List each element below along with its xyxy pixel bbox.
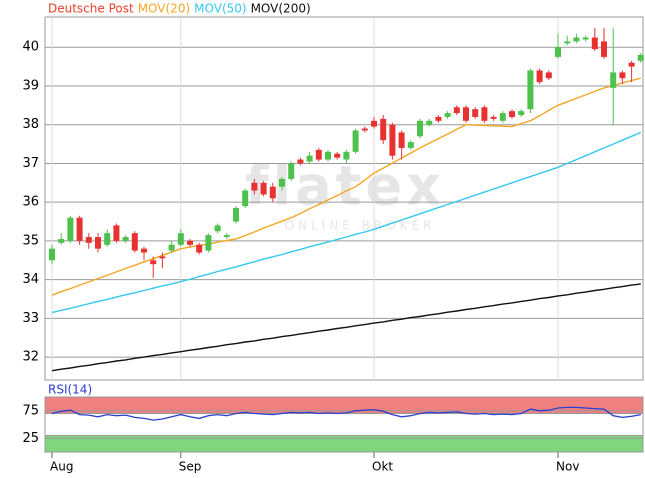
y-tick-label: 36 (22, 195, 39, 210)
candle-body (242, 190, 249, 207)
candle-body (150, 260, 157, 265)
candle-body (417, 120, 423, 137)
candle-body (325, 151, 331, 160)
candle-body (610, 72, 617, 88)
candle-body (269, 186, 276, 199)
rsi-band (44, 435, 644, 453)
rsi-label: RSI(14) (48, 383, 92, 397)
candle-body (306, 155, 313, 162)
candle-body (545, 72, 552, 79)
candle-body (371, 120, 377, 127)
candle-body (343, 151, 350, 160)
candle-body (297, 159, 304, 164)
candle-body (260, 182, 267, 195)
candle-body (214, 225, 221, 232)
y-tick-label: 39 (22, 78, 39, 93)
y-tick-label: 25 (22, 431, 39, 446)
candle-body (76, 217, 83, 241)
candle-body (407, 142, 414, 148)
candle-body (122, 237, 129, 241)
candle-body (223, 235, 230, 238)
plot-area (44, 16, 644, 381)
candle-body (490, 116, 497, 119)
candle-body (499, 113, 506, 121)
candle-body (95, 237, 101, 249)
x-tick-label: Aug (50, 460, 73, 474)
candle-body (444, 113, 451, 117)
y-tick-label: 33 (22, 311, 39, 326)
candle-body (435, 116, 442, 121)
candle-body (555, 47, 561, 57)
candle-body (637, 54, 644, 61)
candle-body (251, 182, 258, 191)
candle-body (591, 37, 598, 50)
y-tick-label: 32 (22, 350, 39, 365)
legend-entry: Deutsche Post (48, 2, 134, 16)
candle-body (527, 70, 534, 110)
candle-body (518, 111, 525, 116)
candle-body (205, 235, 212, 251)
y-tick-label: 40 (22, 40, 39, 55)
candle-body (334, 153, 341, 158)
candle-body (141, 248, 147, 253)
candle-body (49, 248, 55, 261)
x-tick-label: Sep (179, 460, 202, 474)
candle-body (288, 163, 295, 179)
candle-body (196, 244, 203, 253)
candle-body (509, 111, 515, 117)
candle-body (315, 149, 322, 160)
candle-body (389, 124, 396, 156)
candle-body (168, 244, 175, 251)
y-tick-label: 37 (22, 156, 39, 171)
candle-body (113, 225, 120, 241)
candle-body (233, 207, 239, 222)
candle-body (85, 237, 92, 243)
candle-body (481, 107, 488, 121)
candle-body (536, 70, 543, 83)
candle-body (380, 118, 387, 141)
watermark-brand: flatex (245, 155, 445, 218)
legend-entry: MOV(50) (194, 2, 246, 16)
watermark-tagline: ONLINE BROKER (285, 219, 436, 233)
candle-body (398, 132, 405, 148)
candle-body (453, 107, 460, 114)
candle-body (564, 41, 571, 44)
y-tick-label: 75 (22, 403, 39, 418)
ma-line (51, 283, 641, 372)
y-tick-label: 35 (22, 233, 39, 248)
y-tick-label: 38 (22, 117, 39, 132)
y-tick-label: 34 (22, 272, 39, 287)
x-tick-label: Nov (556, 460, 579, 474)
candle-body (463, 107, 469, 121)
x-tick-label: Okt (372, 460, 393, 474)
candle-body (601, 41, 607, 57)
legend-entry: MOV(20) (138, 2, 190, 16)
candle-body (177, 233, 184, 245)
candle-body (131, 233, 138, 251)
candle-body (159, 256, 166, 259)
candle-body (361, 128, 368, 131)
candle-body (187, 240, 193, 245)
rsi-line (51, 406, 641, 421)
candle-body (352, 130, 359, 152)
ma-line (51, 131, 642, 314)
candle-body (582, 37, 589, 40)
candle-body (472, 109, 479, 117)
candle-body (628, 62, 635, 67)
candle-body (573, 37, 580, 42)
ma-line (51, 77, 641, 296)
candle-body (67, 217, 74, 241)
candle-body (58, 238, 65, 243)
candle-body (619, 72, 626, 79)
candle-body (104, 233, 111, 245)
candle-body (426, 120, 433, 125)
legend-entry: MOV(200) (251, 2, 311, 16)
candle-body (279, 178, 285, 187)
